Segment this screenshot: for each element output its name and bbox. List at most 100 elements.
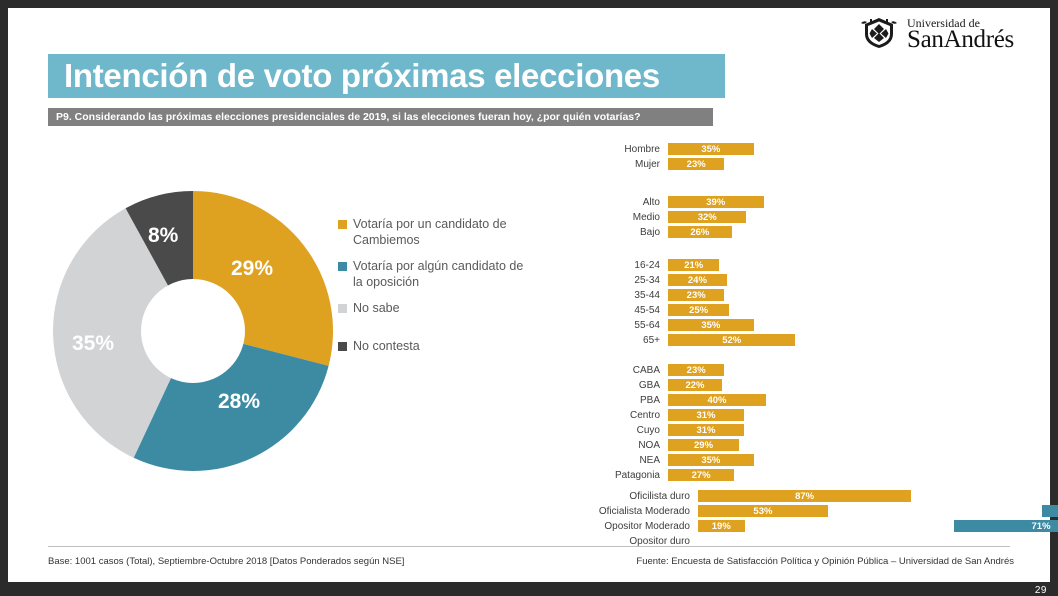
legend-label-cambiemos: Votaría por un candidato de Cambiemos: [353, 217, 507, 247]
logo-line-sanandres: SanAndrés: [906, 26, 1014, 53]
bar-track-cambiemos: 25%: [668, 304, 913, 316]
bar-row-label: NEA: [639, 454, 660, 466]
bar-track-oposicion: 27%: [973, 196, 1058, 208]
bar-row-label: Alto: [642, 196, 660, 208]
bar-track-cambiemos: 27%: [668, 469, 913, 481]
bar-oposicion: 35%: [1042, 505, 1058, 517]
vote-intention-donut-chart: 29% 28% 35% 8%: [47, 185, 339, 477]
bar-track-cambiemos: 35%: [668, 143, 913, 155]
bar-cambiemos: 26%: [668, 226, 732, 238]
bar-cambiemos: 29%: [668, 439, 740, 451]
bar-track-oposicion: 35%: [933, 505, 1058, 517]
bar-row-label: Bajo: [639, 226, 660, 238]
bar-cambiemos: 53%: [698, 505, 828, 517]
panel-nse: Alto 39% 27% Medio 32% 28% Bajo 26% 29%: [590, 196, 1058, 241]
bar-row-label: Medio: [632, 211, 660, 223]
bar-track-oposicion: 28%: [973, 469, 1058, 481]
bar-row: Centro 31% 29%: [590, 409, 1058, 421]
bar-row-label: Patagonia: [614, 469, 660, 481]
bar-row: 35-44 23% 34%: [590, 289, 1058, 301]
bar-track-cambiemos: 52%: [668, 334, 913, 346]
bar-cambiemos: 52%: [668, 334, 796, 346]
bar-row: NOA 29% 30%: [590, 439, 1058, 451]
bar-track-cambiemos: 87%: [698, 490, 913, 502]
donut-value-nocontesta: 8%: [148, 224, 179, 247]
bar-track-cambiemos: 35%: [668, 319, 913, 331]
bar-track-oposicion: 34%: [973, 289, 1058, 301]
frame-edge-right: [1050, 0, 1058, 596]
title-band: Intención de voto próximas elecciones: [48, 54, 725, 98]
bar-track-cambiemos: 22%: [668, 379, 913, 391]
bar-track-oposicion: 29%: [973, 226, 1058, 238]
bar-cambiemos: 35%: [668, 143, 754, 155]
bar-track-cambiemos: 40%: [668, 394, 913, 406]
bar-track-oposicion: 28%: [973, 158, 1058, 170]
bar-row: Cuyo 31% 24%: [590, 424, 1058, 436]
bar-row: PBA 40% 21%: [590, 394, 1058, 406]
legend-label-nocontesta: No contesta: [353, 339, 420, 353]
bar-cambiemos: 40%: [668, 394, 766, 406]
bar-track-oposicion: 21%: [973, 394, 1058, 406]
bar-track-cambiemos: 39%: [668, 196, 913, 208]
page-number: 29: [1034, 585, 1047, 596]
bar-row-label: Oficilista duro: [629, 490, 690, 502]
frame-edge-bottom: [0, 582, 1058, 596]
bar-track-cambiemos: 23%: [668, 364, 913, 376]
bar-row: GBA 22% 33%: [590, 379, 1058, 391]
bar-row-label: 65+: [643, 334, 660, 346]
bar-row: Bajo 26% 29%: [590, 226, 1058, 238]
legend-swatch-nocontesta: [338, 342, 347, 351]
bar-row-label: Centro: [629, 409, 660, 421]
donut-value-oposicion: 28%: [218, 390, 261, 413]
legend-item-nosabe: No sabe: [338, 300, 528, 316]
panel-edad: 16-24 21% 34% 25-34 24% 30% 35-44 23% 34% 45-54 25…: [590, 259, 1058, 349]
bar-cambiemos: 32%: [668, 211, 747, 223]
bar-track-oposicion: 30%: [973, 439, 1058, 451]
donut-value-cambiemos: 29%: [231, 257, 274, 280]
bar-row: NEA 35% 23%: [590, 454, 1058, 466]
bar-row: CABA 23% 33%: [590, 364, 1058, 376]
bar-track-cambiemos: 26%: [668, 226, 913, 238]
frame-edge-top: [0, 0, 1058, 8]
page-title: Intención de voto próximas elecciones: [64, 57, 660, 94]
bar-track-cambiemos: 35%: [668, 454, 913, 466]
question-band: P9. Considerando las próximas elecciones…: [48, 108, 713, 126]
chart-legend: Votaría por un candidato de Cambiemos Vo…: [338, 216, 528, 364]
logo-line-universidad: Universidad de: [906, 16, 980, 30]
bar-row-label: Opositor duro: [629, 535, 690, 547]
bar-row: Oficilista duro 87% 7%: [590, 490, 1058, 502]
bar-row: Medio 32% 28%: [590, 211, 1058, 223]
bar-row-label: CABA: [632, 364, 660, 376]
bar-row: Mujer 23% 28%: [590, 158, 1058, 170]
bar-cambiemos: 87%: [698, 490, 912, 502]
bar-cambiemos: 35%: [668, 319, 754, 331]
bar-track-cambiemos: 32%: [668, 211, 913, 223]
bar-row: Opositor Moderado 19% 71%: [590, 520, 1058, 532]
university-logo: Universidad de SanAndrés: [859, 14, 1014, 55]
question-text: P9. Considerando las próximas elecciones…: [56, 111, 641, 123]
bar-track-cambiemos: 23%: [668, 289, 913, 301]
bar-row-label: Cuyo: [636, 424, 660, 436]
bar-track-oposicion: 24%: [973, 304, 1058, 316]
bar-cambiemos: 23%: [668, 364, 725, 376]
bar-track-cambiemos: 24%: [668, 274, 913, 286]
footer-divider: [48, 546, 1010, 547]
panel-genero: Hombre 35% 29% Mujer 23% 28%: [590, 143, 1058, 173]
bar-cambiemos: 23%: [668, 158, 725, 170]
bar-track-oposicion: 33%: [973, 364, 1058, 376]
bar-row: Opositor duro: [590, 535, 1058, 547]
bar-track-oposicion: 23%: [973, 454, 1058, 466]
bar-row: 65+ 52% 16%: [590, 334, 1058, 346]
bar-track-oposicion: 16%: [973, 334, 1058, 346]
bar-track-oposicion: 71%: [933, 520, 1058, 532]
bar-row-label: 25-34: [634, 274, 660, 286]
bar-cambiemos: 21%: [668, 259, 720, 271]
bar-row-label: PBA: [639, 394, 660, 406]
bar-cambiemos: 35%: [668, 454, 754, 466]
bar-cambiemos: 31%: [668, 424, 744, 436]
legend-swatch-cambiemos: [338, 220, 347, 229]
bar-row-label: 45-54: [634, 304, 660, 316]
bar-track-cambiemos: 23%: [668, 158, 913, 170]
footer-base-text: Base: 1001 casos (Total), Septiembre-Oct…: [48, 556, 405, 567]
